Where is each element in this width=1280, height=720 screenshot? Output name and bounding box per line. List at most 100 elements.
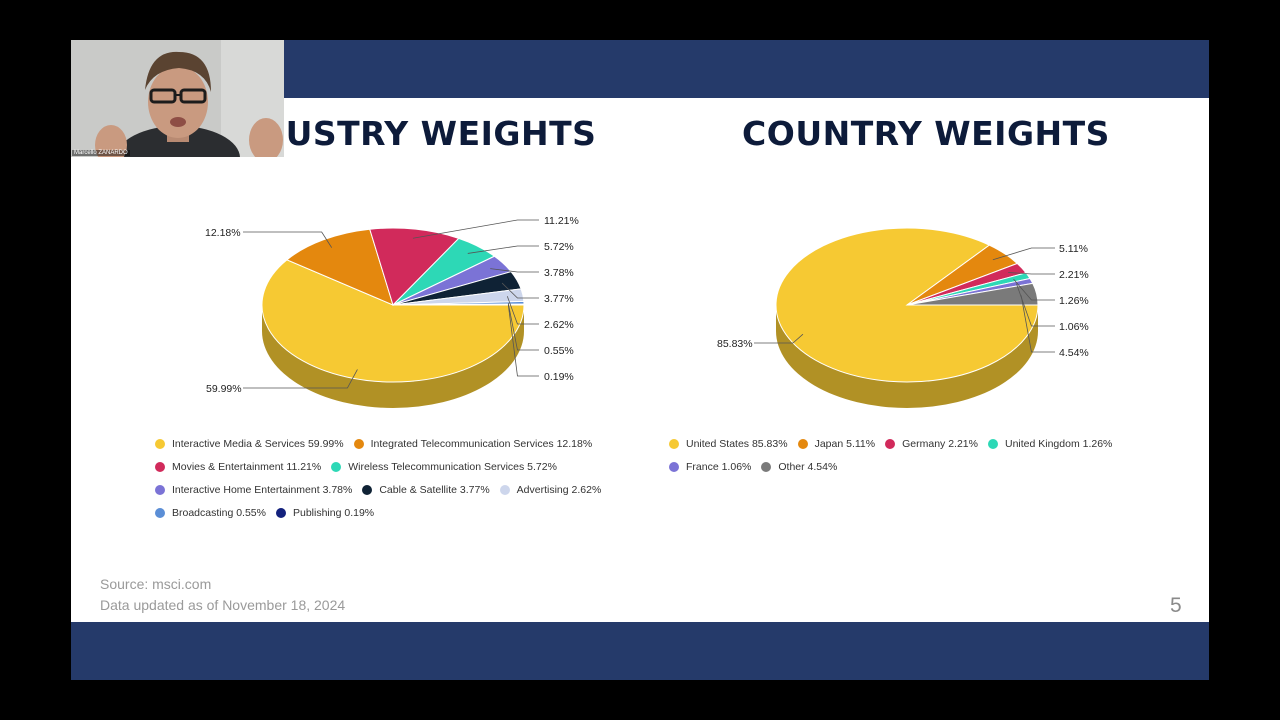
- legend-item[interactable]: Interactive Home Entertainment 3.78%: [155, 484, 352, 496]
- legend-item[interactable]: Wireless Telecommunication Services 5.72…: [331, 461, 557, 473]
- data-label-8: 0.19%: [544, 371, 574, 383]
- data-updated-note: Data updated as of November 18, 2024: [100, 597, 346, 613]
- legend-item[interactable]: Movies & Entertainment 11.21%: [155, 461, 321, 473]
- leader-line-3: [1013, 278, 1055, 301]
- legend-swatch: [987, 438, 998, 449]
- leader-line-7: [507, 302, 539, 351]
- pie-slice-1: [285, 228, 394, 306]
- pie-side-0: [262, 305, 524, 408]
- legend-swatch: [362, 484, 373, 495]
- leader-line-3: [467, 245, 539, 254]
- legend-label: Publishing 0.19%: [292, 506, 375, 519]
- legend-swatch: [331, 461, 342, 472]
- legend-label: France 1.06%: [686, 460, 752, 473]
- pie-slice-8: [392, 303, 525, 306]
- pie-slice-5: [906, 282, 1039, 306]
- legend-row: United States 85.83% Japan 5.11% Germany 2…: [669, 432, 1122, 455]
- pie-chart-country: 85.83% 5.11% 2.21% 1.26% 1.06% 4.54%: [717, 227, 1089, 408]
- legend-swatch: [155, 484, 165, 495]
- slide-footer-band: [71, 622, 1209, 680]
- leader-line-2: [1008, 272, 1055, 275]
- leader-line-2: [412, 219, 539, 239]
- leader-line-5: [1020, 295, 1055, 353]
- legend-item[interactable]: Other 4.54%: [761, 461, 837, 473]
- data-label-0: 85.83%: [717, 338, 753, 350]
- legend-label: Wireless Telecommunication Services 5.72…: [348, 460, 557, 473]
- legend-row: Broadcasting 0.55% Publishing 0.19%: [155, 501, 611, 524]
- legend-row: Interactive Media & Services 59.99% Integ…: [155, 432, 611, 455]
- participant-name: Marcello ZANARDO: [72, 150, 130, 156]
- country-legend: United States 85.83% Japan 5.11% Germany 2…: [669, 432, 1122, 478]
- legend-label: Other 4.54%: [778, 460, 838, 473]
- data-label-4: 1.06%: [1059, 321, 1089, 333]
- data-label-2: 11.21%: [544, 215, 579, 227]
- pie-charts-canvas: 59.99% 12.18% 11.21% 5.72% 3.78% 3.77% 2.62% 0.…: [205, 215, 1089, 408]
- leader-line-0: [243, 369, 358, 389]
- legend-label: Interactive Home Entertainment 3.78%: [172, 483, 353, 496]
- legend-item[interactable]: Cable & Satellite 3.77%: [362, 483, 490, 496]
- legend-item[interactable]: United States 85.83%: [669, 438, 788, 450]
- data-label-1: 5.11%: [1059, 243, 1088, 255]
- leader-line-6: [506, 296, 539, 325]
- legend-swatch: [275, 507, 286, 518]
- data-label-4: 3.78%: [544, 267, 574, 279]
- legend-item[interactable]: France 1.06%: [669, 461, 751, 473]
- source-note: Source: msci.com: [100, 576, 212, 592]
- legend-label: Advertising 2.62%: [516, 483, 602, 496]
- pie-chart-industry: 59.99% 12.18% 11.21% 5.72% 3.78% 3.77% 2.62% 0.…: [205, 215, 579, 408]
- legend-swatch: [885, 438, 896, 449]
- legend-swatch: [669, 461, 679, 472]
- legend-swatch: [155, 507, 165, 518]
- legend-item[interactable]: Broadcasting 0.55%: [155, 507, 266, 519]
- webcam-thumbnail[interactable]: Marcello ZANARDO: [71, 40, 284, 157]
- data-label-6: 2.62%: [544, 319, 574, 331]
- data-label-0: 59.99%: [206, 383, 242, 395]
- legend-label: United States 85.83%: [686, 437, 788, 450]
- data-label-3: 1.26%: [1059, 295, 1089, 307]
- legend-label: Japan 5.11%: [814, 437, 876, 450]
- legend-swatch: [761, 461, 772, 472]
- legend-item[interactable]: Germany 2.21%: [885, 438, 978, 450]
- presenter-video-icon: [71, 40, 284, 157]
- leader-line-5: [501, 282, 539, 299]
- legend-swatch: [155, 438, 165, 449]
- legend-item[interactable]: Interactive Media & Services 59.99%: [155, 438, 344, 450]
- legend-swatch: [353, 438, 364, 449]
- data-label-1: 12.18%: [205, 227, 241, 239]
- legend-item[interactable]: United Kingdom 1.26%: [987, 437, 1113, 450]
- data-label-5: 4.54%: [1059, 347, 1089, 359]
- slide: USTRY WEIGHTS COUNTRY WEIGHTS 59.99% 12.1…: [71, 40, 1209, 680]
- industry-weights-title: USTRY WEIGHTS: [285, 114, 597, 153]
- legend-label: Broadcasting 0.55%: [172, 506, 266, 519]
- data-label-3: 5.72%: [544, 241, 574, 253]
- legend-item[interactable]: Advertising 2.62%: [499, 483, 602, 496]
- country-weights-title: COUNTRY WEIGHTS: [742, 114, 1110, 153]
- legend-row: Movies & Entertainment 11.21% Wireless Te…: [155, 455, 611, 478]
- legend-row: France 1.06% Other 4.54%: [669, 455, 1122, 478]
- legend-row: Interactive Home Entertainment 3.78% Cabl…: [155, 478, 611, 501]
- legend-label: Germany 2.21%: [902, 437, 978, 450]
- legend-label: Integrated Telecommunication Services 12…: [370, 437, 593, 450]
- pie-slice-2: [369, 227, 460, 306]
- legend-label: Cable & Satellite 3.77%: [379, 483, 490, 496]
- legend-swatch: [499, 484, 510, 495]
- data-label-5: 3.77%: [544, 293, 574, 305]
- legend-item[interactable]: Publishing 0.19%: [275, 506, 375, 519]
- legend-label: Movies & Entertainment 11.21%: [172, 460, 322, 473]
- leader-line-1: [992, 247, 1055, 261]
- pie-side-0: [776, 305, 1038, 408]
- leader-line-0: [754, 333, 804, 344]
- legend-item[interactable]: Integrated Telecommunication Services 12…: [353, 437, 593, 450]
- page-number: 5: [1170, 594, 1182, 617]
- legend-swatch: [155, 461, 165, 472]
- legend-swatch: [669, 438, 679, 449]
- industry-legend: Interactive Media & Services 59.99% Integ…: [155, 432, 611, 524]
- legend-item[interactable]: Japan 5.11%: [797, 437, 876, 450]
- leader-line-8: [507, 304, 539, 377]
- legend-label: United Kingdom 1.26%: [1004, 437, 1113, 450]
- leader-line-4: [490, 268, 539, 273]
- data-label-2: 2.21%: [1059, 269, 1089, 281]
- leader-line-1: [243, 231, 333, 248]
- data-label-7: 0.55%: [544, 345, 574, 357]
- legend-label: Interactive Media & Services 59.99%: [172, 437, 344, 450]
